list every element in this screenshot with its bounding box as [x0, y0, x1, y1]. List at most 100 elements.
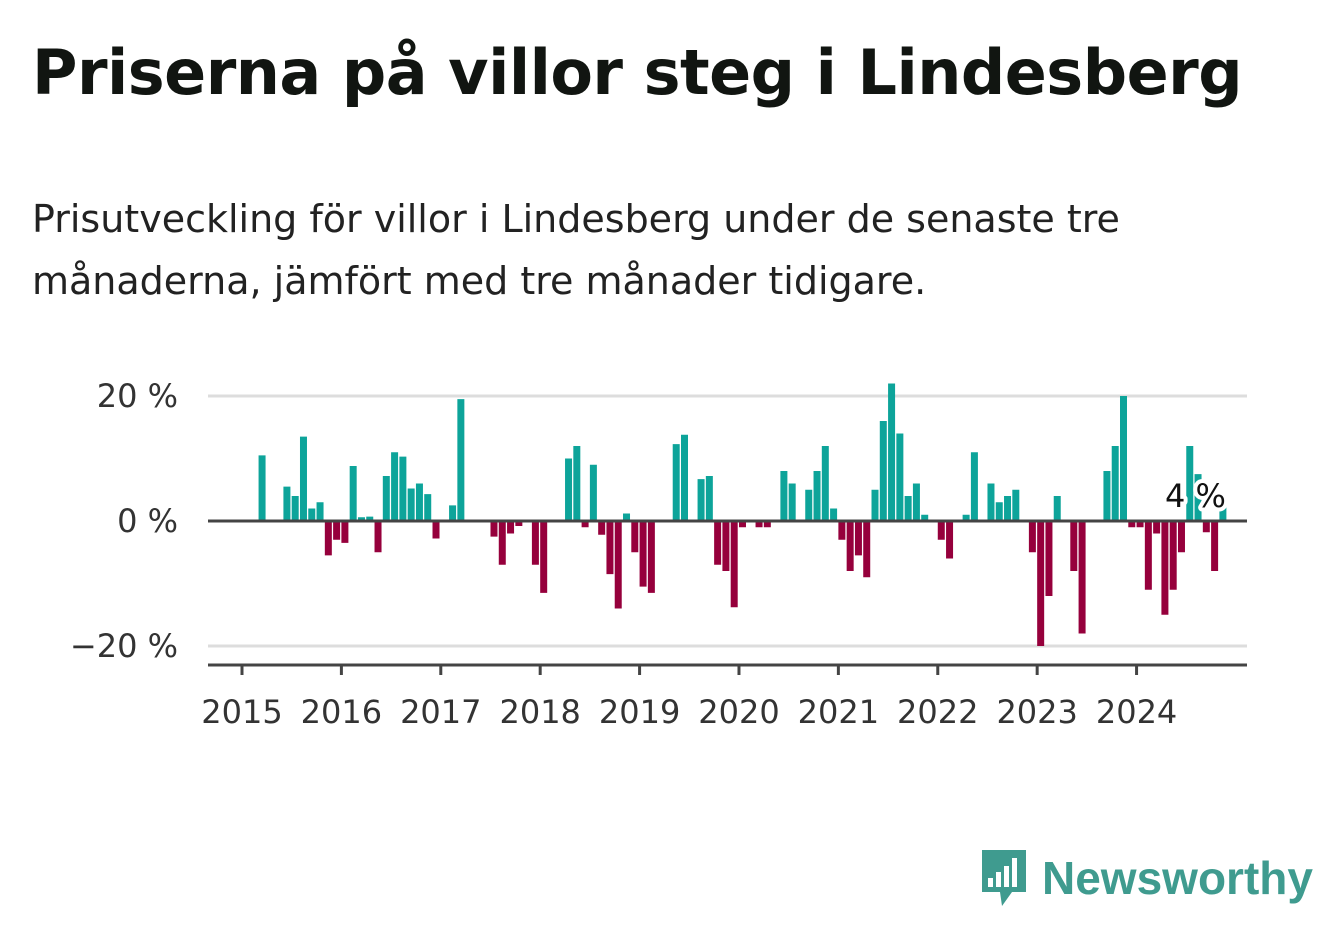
bar: [623, 513, 631, 521]
bar: [738, 521, 746, 528]
bar: [714, 521, 722, 565]
bar: [540, 521, 548, 593]
bar: [987, 483, 995, 521]
y-tick-label: 20 %: [97, 377, 178, 415]
bar: [598, 521, 606, 535]
bar: [382, 476, 390, 521]
bar: [1144, 521, 1152, 590]
newsworthy-logo-icon: [982, 850, 1026, 906]
x-tick-label: 2020: [698, 693, 779, 731]
bar: [1194, 474, 1202, 521]
newsworthy-logo: Newsworthy: [980, 848, 1313, 908]
chart-subtitle: Prisutveckling för villor i Lindesberg u…: [32, 197, 1120, 303]
x-tick-label: 2021: [798, 693, 879, 731]
bar: [1070, 521, 1078, 571]
bar: [614, 521, 622, 609]
bar: [1211, 521, 1219, 571]
bar: [366, 516, 374, 521]
bar: [838, 521, 846, 540]
bar: [449, 505, 457, 521]
bar: [391, 452, 399, 521]
bar: [780, 471, 788, 521]
bar: [324, 521, 332, 556]
bar: [871, 489, 879, 521]
bar: [639, 521, 647, 587]
bar: [962, 514, 970, 521]
bar: [490, 521, 498, 537]
bar: [1219, 496, 1227, 521]
bar: [995, 502, 1003, 521]
bar: [581, 521, 589, 528]
x-tick-label: 2016: [301, 693, 382, 731]
bar: [1119, 396, 1127, 521]
bar: [1045, 521, 1053, 596]
x-tick-label: 2022: [897, 693, 978, 731]
x-tick-label: 2023: [996, 693, 1077, 731]
bar: [1202, 521, 1210, 533]
bar: [830, 508, 838, 521]
bar: [1004, 496, 1012, 521]
bar: [283, 486, 291, 521]
bar: [680, 434, 688, 521]
bar: [606, 521, 614, 575]
bar: [258, 455, 266, 521]
bar: [722, 521, 730, 571]
bar: [1169, 521, 1177, 590]
y-tick-label: −20 %: [70, 627, 178, 665]
annotation-halo: 4 %: [1165, 477, 1226, 515]
bar: [515, 521, 523, 526]
bar: [921, 514, 929, 521]
bar: [912, 483, 920, 521]
bar: [1186, 446, 1194, 521]
bar: [565, 458, 573, 521]
bar: [755, 521, 763, 528]
bar: [1078, 521, 1086, 634]
bar: [415, 483, 423, 521]
bar: [341, 521, 349, 543]
bar: [697, 479, 705, 521]
bar: [1111, 446, 1119, 521]
bar: [573, 446, 581, 521]
bar: [946, 521, 954, 559]
x-tick-label: 2018: [499, 693, 580, 731]
bar: [1012, 489, 1020, 521]
bar: [1128, 521, 1136, 528]
x-tick-label: 2017: [400, 693, 481, 731]
annotation-label: 4 %: [1165, 477, 1226, 515]
bar: [1161, 521, 1169, 615]
x-tick-label: 2015: [201, 693, 282, 731]
bar: [308, 508, 316, 521]
bar: [805, 489, 813, 521]
bar: [854, 521, 862, 556]
bar: [904, 496, 912, 521]
bar: [531, 521, 539, 565]
bar: [879, 421, 887, 521]
bar: [1177, 521, 1185, 553]
bar: [730, 521, 738, 608]
bar: [432, 521, 440, 539]
bar: [937, 521, 945, 540]
bar: [863, 521, 871, 578]
bar: [846, 521, 854, 571]
bar: [821, 446, 829, 521]
bar-chart: 20 % 0 % −20 % 2015 2016 2017 2018 2019 2020 2021…: [70, 377, 1247, 731]
bar: [888, 383, 896, 521]
x-tick-label: 2024: [1096, 693, 1177, 731]
bar: [407, 488, 415, 521]
bar: [424, 494, 432, 521]
bar: [1136, 521, 1144, 528]
bar: [1037, 521, 1045, 646]
bar: [647, 521, 655, 593]
bar: [705, 476, 713, 521]
chart-title: Priserna på villor steg i Lindesberg: [32, 36, 1243, 109]
bar: [631, 521, 639, 553]
bar: [333, 521, 341, 540]
brand-name: Newsworthy: [1042, 852, 1313, 904]
bar: [399, 456, 407, 521]
bar: [589, 464, 597, 521]
bar: [291, 496, 299, 521]
bar: [896, 433, 904, 521]
bar: [1028, 521, 1036, 553]
bar: [507, 521, 515, 534]
bar: [813, 471, 821, 521]
